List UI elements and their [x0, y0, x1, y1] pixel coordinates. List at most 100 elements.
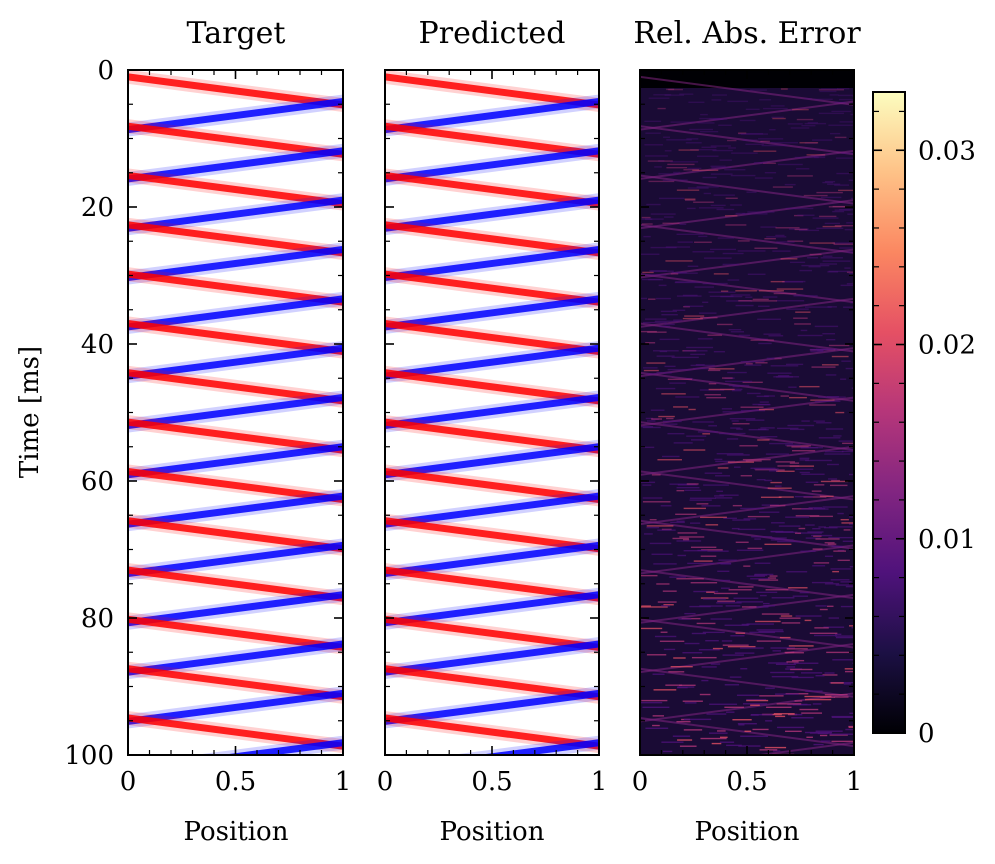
error-streak: [640, 618, 854, 649]
error-speckle: [751, 714, 773, 716]
error-speckle: [840, 284, 854, 287]
error-speckle: [706, 396, 727, 399]
error-speckle: [834, 184, 850, 186]
blue-pulse-band: [128, 492, 343, 528]
error-speckle: [742, 213, 768, 215]
error-speckle: [690, 582, 718, 584]
y-tick-label: 40: [81, 330, 114, 360]
error-speckle: [787, 123, 803, 125]
blue-pulse-band: [128, 245, 343, 282]
error-speckle: [848, 473, 854, 476]
error-speckle: [664, 150, 672, 152]
error-speckle: [676, 486, 700, 489]
error-speckle: [764, 395, 775, 397]
error-streak: [640, 75, 854, 106]
error-speckle: [746, 698, 767, 701]
error-speckle: [833, 550, 847, 552]
error-speckle: [686, 483, 699, 485]
error-speckle: [790, 668, 813, 671]
error-speckle: [660, 310, 677, 313]
error-speckle: [697, 431, 719, 433]
error-speckle: [648, 278, 664, 281]
error-speckle: [659, 338, 680, 341]
error-speckle: [785, 363, 804, 366]
error-speckle: [672, 537, 689, 540]
error-speckle: [827, 605, 834, 608]
error-speckle: [646, 203, 661, 206]
error-speckle: [831, 716, 854, 718]
error-speckle: [754, 338, 768, 340]
error-speckle: [676, 295, 702, 297]
error-speckle: [818, 89, 844, 91]
error-speckle: [686, 207, 696, 210]
error-speckle: [746, 699, 769, 702]
error-speckle: [728, 589, 752, 591]
error-speckle: [825, 374, 837, 376]
error-speckle: [818, 526, 826, 528]
error-speckle: [663, 372, 672, 374]
error-speckle: [724, 624, 749, 626]
error-speckle: [795, 615, 822, 617]
error-speckle: [730, 174, 756, 177]
error-speckle: [848, 448, 854, 451]
error-speckle: [663, 420, 682, 423]
error-speckle: [786, 648, 808, 650]
error-speckle: [785, 652, 804, 654]
error-speckle: [849, 625, 854, 627]
error-speckle: [677, 532, 698, 534]
error-speckle: [824, 453, 851, 455]
error-speckle: [812, 527, 821, 530]
red-pulse-band: [385, 369, 599, 405]
error-speckle: [787, 240, 804, 242]
error-speckle: [826, 651, 853, 654]
error-streak: [640, 149, 854, 180]
red-pulse-band: [128, 714, 343, 750]
error-speckle: [804, 98, 813, 100]
x-tick-label: 0.5: [471, 767, 512, 797]
error-speckle: [658, 415, 675, 418]
red-pulse-band: [385, 221, 599, 257]
error-speckle: [729, 418, 756, 420]
error-speckle: [824, 583, 840, 585]
error-speckle: [737, 528, 766, 531]
error-speckle: [683, 350, 708, 352]
error-speckle: [799, 385, 820, 388]
error-speckle: [822, 181, 834, 184]
error-speckle: [806, 154, 826, 156]
error-speckle: [719, 579, 731, 582]
error-speckle: [653, 689, 677, 691]
error-streak: [640, 371, 854, 402]
error-speckle: [754, 573, 774, 576]
error-speckle: [775, 469, 785, 471]
error-speckle: [831, 740, 854, 743]
error-speckle: [676, 540, 702, 542]
error-speckle: [642, 501, 671, 503]
error-speckle: [756, 640, 782, 642]
error-speckle: [690, 439, 705, 441]
error-speckle: [730, 294, 751, 296]
error-speckle: [771, 116, 784, 119]
error-speckle: [652, 724, 660, 727]
error-speckle: [795, 468, 814, 470]
error-speckle: [770, 481, 782, 484]
error-speckle: [720, 290, 729, 292]
error-speckle: [799, 459, 809, 461]
red-pulse-band: [128, 369, 343, 405]
error-speckle: [793, 317, 808, 319]
error-speckle: [843, 306, 854, 308]
error-speckle: [676, 233, 704, 236]
error-speckle: [643, 367, 658, 369]
error-speckle: [708, 425, 718, 427]
error-speckle: [846, 222, 854, 224]
error-speckle: [807, 122, 819, 124]
error-speckle: [771, 675, 799, 678]
error-speckle: [800, 672, 823, 674]
error-speckle: [737, 240, 750, 242]
blue-pulse-band: [385, 640, 599, 676]
error-speckle: [788, 587, 808, 589]
error-speckle: [663, 136, 670, 138]
error-speckle: [672, 309, 686, 312]
error-speckle: [795, 311, 811, 313]
error-speckle: [813, 743, 824, 746]
error-speckle: [851, 626, 854, 629]
